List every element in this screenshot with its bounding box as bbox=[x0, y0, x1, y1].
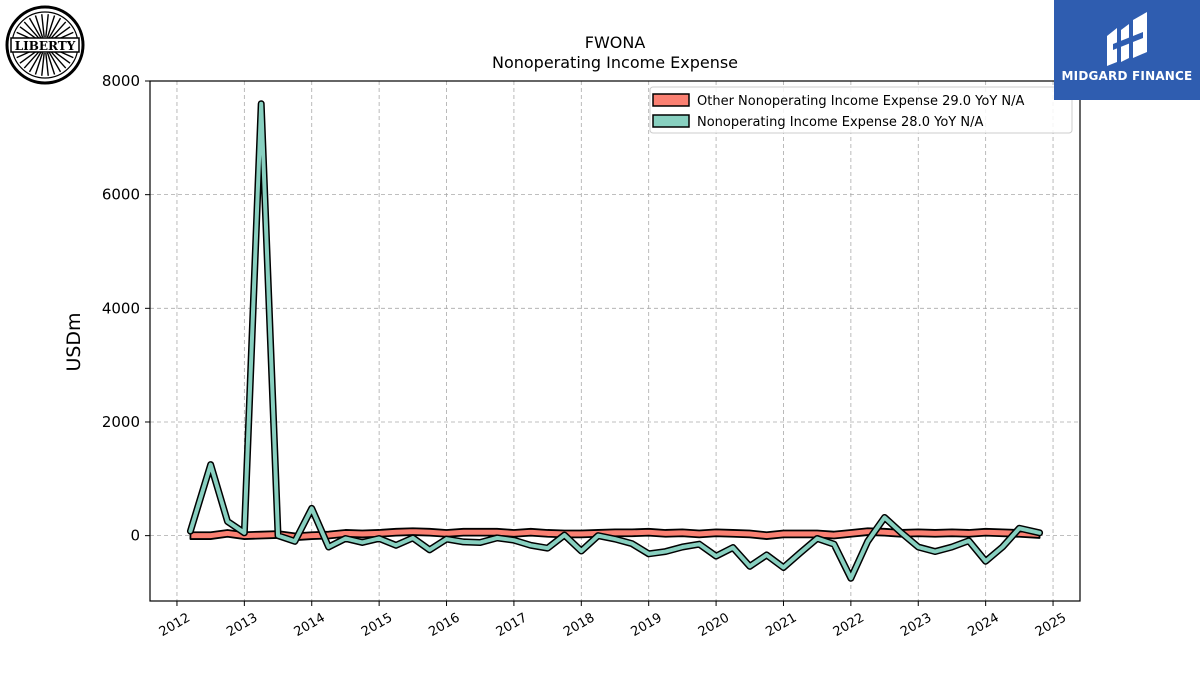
logo-ray bbox=[48, 17, 62, 39]
y-tick-label: 4000 bbox=[102, 299, 140, 317]
x-tick-label: 2020 bbox=[696, 610, 732, 640]
x-tick-label: 2012 bbox=[157, 610, 193, 640]
series-line-outline-1 bbox=[186, 100, 1044, 582]
logo-ray bbox=[34, 15, 44, 38]
liberty-logo-text: LIBERTY bbox=[15, 39, 76, 53]
midgard-logo-text: MIDGARD FINANCE bbox=[1061, 69, 1193, 83]
x-tick-label: 2025 bbox=[1033, 610, 1069, 640]
x-tick-label: 2016 bbox=[426, 610, 462, 640]
liberty-logo: LIBERTY bbox=[5, 5, 85, 85]
logo-ray bbox=[41, 52, 45, 76]
y-axis-label: USDm bbox=[63, 312, 85, 371]
logo-ray bbox=[23, 50, 41, 69]
logo-ray bbox=[34, 52, 44, 75]
x-tick-label: 2021 bbox=[763, 610, 799, 640]
x-tick-label: 2014 bbox=[292, 610, 328, 640]
logo-ray bbox=[48, 51, 62, 73]
legend-swatch bbox=[652, 114, 690, 128]
logo-ray bbox=[45, 52, 49, 76]
y-tick-label: 8000 bbox=[102, 72, 140, 90]
logo-ray bbox=[49, 21, 67, 40]
logo-ray bbox=[28, 51, 42, 73]
logo-ray bbox=[49, 50, 67, 69]
grid-lines bbox=[150, 80, 1080, 601]
legend-entry-label: Nonoperating Income Expense 28.0 YoY N/A bbox=[697, 115, 983, 130]
legend-swatch bbox=[652, 93, 690, 107]
logo-ray bbox=[46, 52, 56, 75]
x-tick-label: 2023 bbox=[898, 610, 934, 640]
plot-marks bbox=[186, 100, 1044, 582]
midgard-emblem-icon bbox=[1107, 12, 1147, 66]
y-tick-label: 2000 bbox=[102, 413, 140, 431]
y-tick-label: 6000 bbox=[102, 186, 140, 204]
plot-frame bbox=[149, 80, 1081, 602]
legend: Other Nonoperating Income Expense 29.0 Y… bbox=[649, 86, 1073, 134]
chart-title: FWONA bbox=[585, 33, 646, 52]
axis-ticks: 2012 2013 2014 2015 2016 2017 2018 2019 2020 2021… bbox=[102, 72, 1069, 640]
logo-ray bbox=[46, 15, 56, 38]
x-tick-label: 2013 bbox=[224, 610, 260, 640]
series-line-1 bbox=[188, 101, 1042, 581]
logo-ray bbox=[45, 14, 49, 38]
series-band-0 bbox=[189, 527, 1041, 542]
y-tick-label: 0 bbox=[130, 527, 140, 545]
logo-ray bbox=[41, 14, 45, 38]
midgard-finance-logo: MIDGARD FINANCE bbox=[1054, 0, 1200, 100]
x-tick-label: 2018 bbox=[561, 610, 597, 640]
x-tick-label: 2017 bbox=[494, 610, 530, 640]
legend-entry-label: Other Nonoperating Income Expense 29.0 Y… bbox=[697, 94, 1025, 109]
logo-ray bbox=[23, 21, 41, 40]
legend-box bbox=[649, 86, 1073, 134]
x-tick-label: 2022 bbox=[831, 610, 867, 640]
x-tick-label: 2024 bbox=[965, 610, 1001, 640]
chart-subtitle: Nonoperating Income Expense bbox=[492, 53, 738, 72]
logo-ray bbox=[28, 17, 42, 39]
x-tick-label: 2015 bbox=[359, 610, 395, 640]
x-tick-label: 2019 bbox=[629, 610, 665, 640]
